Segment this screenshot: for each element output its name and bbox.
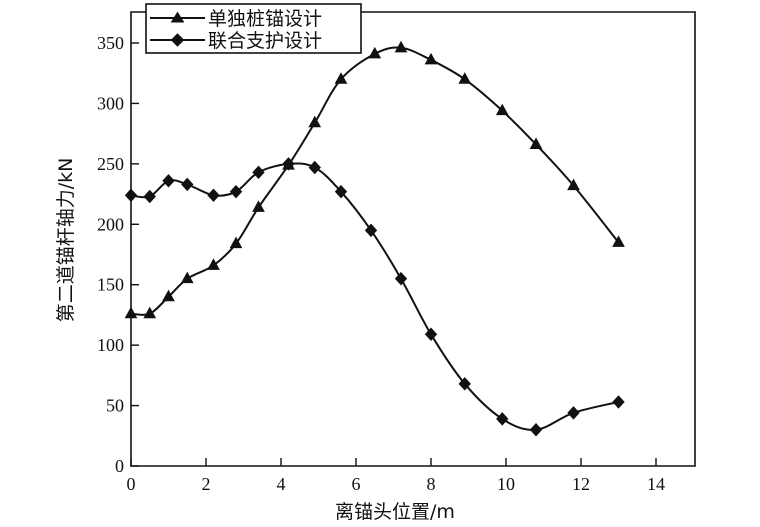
data-point: [567, 406, 580, 420]
data-point: [458, 377, 471, 391]
x-tick-label: 12: [572, 474, 590, 494]
y-tick-label: 150: [97, 275, 124, 295]
data-point: [567, 178, 580, 191]
x-tick-label: 10: [497, 474, 515, 494]
data-point: [207, 188, 220, 203]
ticks: 0 2 4 6 8 10 12 14 0 50 100 150 200 250 300 350: [97, 33, 665, 494]
series-layer: [124, 40, 625, 437]
data-point: [162, 289, 175, 302]
series-line-1: [130, 46, 620, 316]
data-point: [252, 200, 265, 212]
legend-box: [145, 3, 362, 54]
series-1: [124, 40, 625, 319]
y-tick-label: 300: [97, 93, 124, 113]
data-point: [124, 306, 138, 319]
data-point: [308, 115, 322, 128]
series-2: [124, 157, 625, 437]
data-point: [495, 103, 509, 116]
y-tick-label: 200: [97, 214, 124, 234]
x-tick-label: 8: [427, 474, 436, 494]
data-point: [424, 52, 438, 65]
y-tick-label: 100: [97, 335, 124, 355]
data-point: [181, 177, 194, 192]
legend-marker-series-2: [170, 33, 185, 47]
x-tick-label: 6: [352, 474, 361, 494]
data-point: [143, 189, 156, 204]
y-tick-label: 50: [106, 396, 124, 416]
x-tick-label: 2: [202, 474, 211, 494]
axes: [130, 11, 696, 467]
plot-frame: [130, 11, 696, 467]
x-axis-title: 离锚头位置/m: [335, 501, 455, 523]
data-point: [282, 157, 295, 171]
data-point: [229, 184, 243, 199]
data-point: [334, 72, 348, 84]
series-line-2: [130, 162, 619, 431]
data-point: [496, 412, 509, 426]
data-point: [529, 137, 543, 150]
data-point: [612, 395, 625, 409]
data-point: [162, 174, 175, 188]
legend-marker-series-1: [170, 11, 185, 23]
y-tick-label: 350: [97, 33, 124, 53]
legend-label-series-1: 单独桩锚设计: [208, 8, 322, 30]
x-tick-label: 0: [127, 474, 136, 494]
data-point: [394, 40, 408, 53]
data-point: [368, 46, 382, 59]
data-point: [143, 306, 157, 319]
data-point: [424, 327, 438, 342]
data-point: [394, 271, 408, 286]
x-tick-label: 4: [277, 474, 286, 494]
data-point: [124, 188, 138, 203]
data-point: [207, 258, 220, 270]
legend-label-series-2: 联合支护设计: [208, 30, 322, 52]
data-point: [364, 223, 378, 238]
data-point: [229, 236, 243, 249]
data-point: [308, 160, 321, 175]
data-point: [612, 235, 625, 247]
data-point: [180, 271, 194, 284]
data-point: [529, 423, 543, 437]
data-point: [458, 72, 472, 84]
data-point: [252, 165, 265, 180]
y-axis-title: 第二道锚杆轴力/kN: [55, 158, 77, 323]
legend: 单独桩锚设计 联合支护设计: [145, 3, 362, 54]
x-tick-label: 14: [647, 474, 665, 494]
y-tick-label: 0: [115, 456, 124, 476]
data-point: [334, 184, 348, 199]
y-tick-label: 250: [97, 154, 124, 174]
